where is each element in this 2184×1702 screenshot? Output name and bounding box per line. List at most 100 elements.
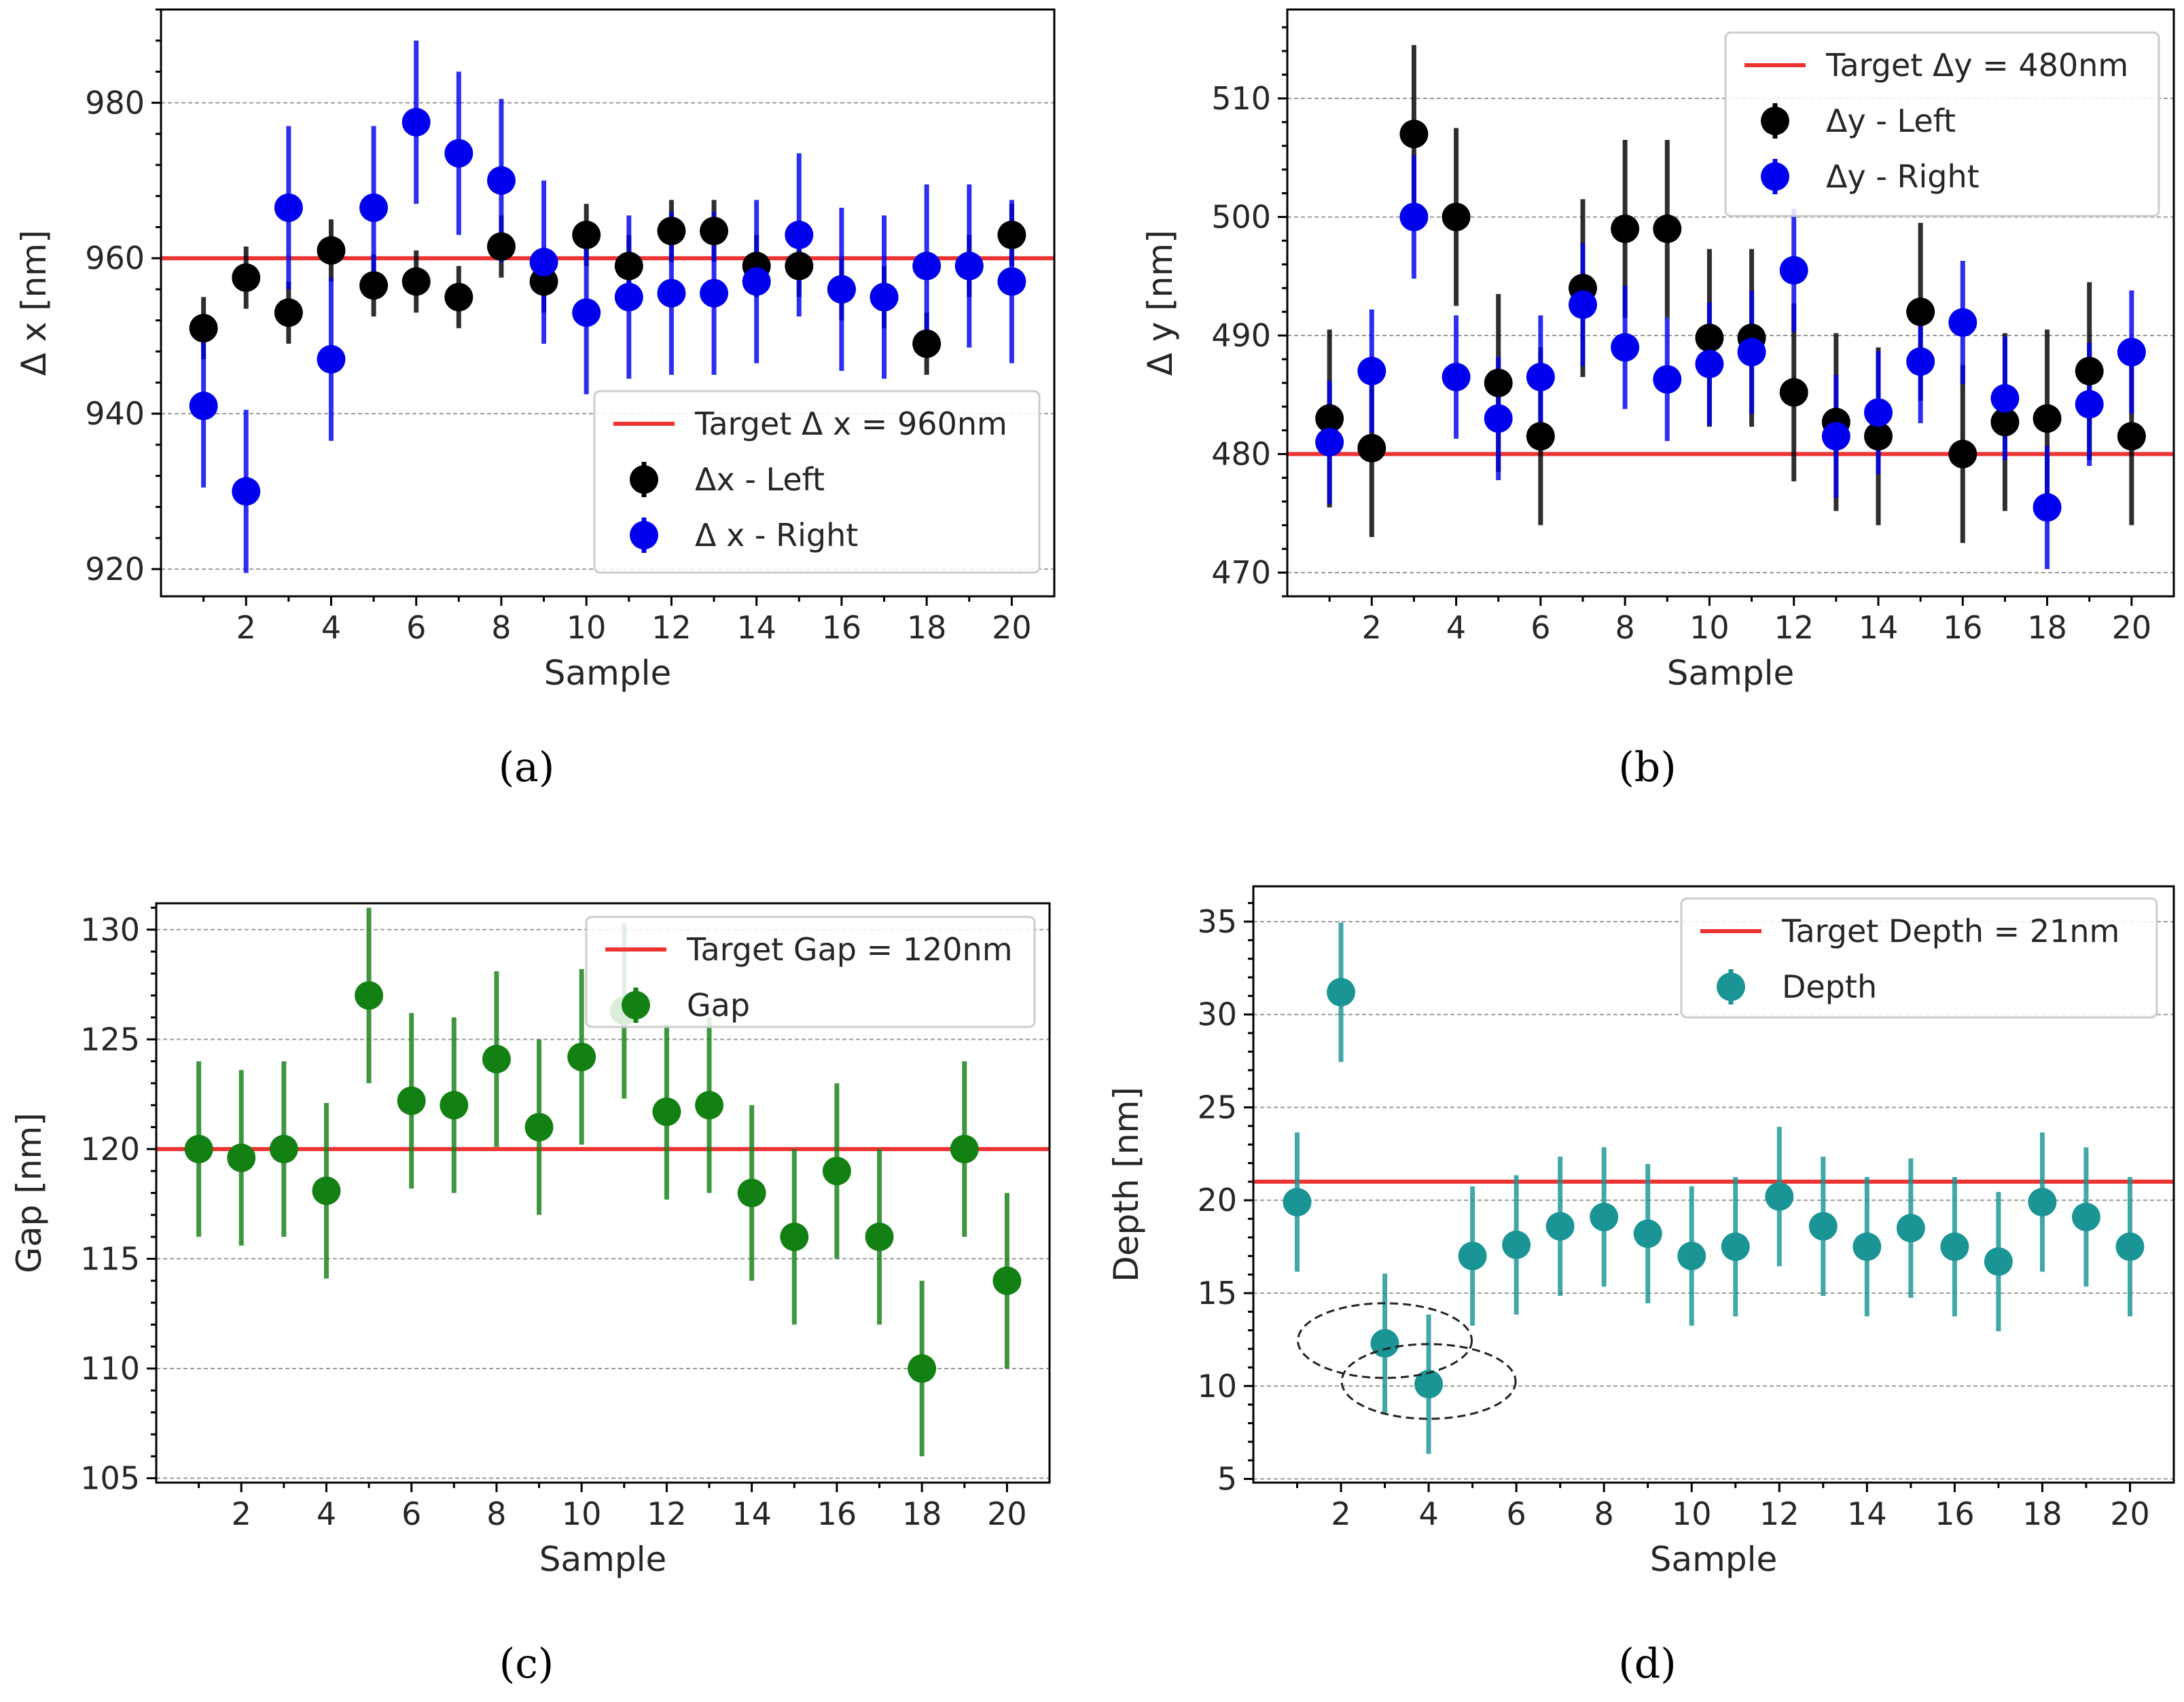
- data-point: [274, 193, 303, 222]
- data-point: [2075, 357, 2104, 386]
- data-point: [1695, 323, 1724, 352]
- data-point: [1590, 1202, 1619, 1231]
- data-point: [1864, 398, 1893, 427]
- x-tick-label: 16: [1935, 1496, 1975, 1532]
- x-tick-label: 4: [321, 609, 341, 646]
- legend-target-label: Target Δy = 480nm: [1825, 47, 2128, 84]
- y-tick-label: 25: [1197, 1089, 1237, 1125]
- x-tick-label: 16: [817, 1496, 857, 1532]
- data-point: [2033, 493, 2062, 522]
- y-tick-label: 35: [1197, 903, 1237, 940]
- data-point: [401, 107, 431, 137]
- legend-target-label: Target Depth = 21nm: [1781, 913, 2119, 949]
- x-tick-label: 20: [987, 1496, 1027, 1532]
- data-point: [1545, 1212, 1575, 1241]
- data-point: [1695, 349, 1724, 378]
- data-point: [1484, 368, 1513, 397]
- data-point: [992, 1266, 1022, 1295]
- data-point: [482, 1045, 511, 1074]
- x-tick-label: 10: [562, 1496, 602, 1532]
- data-point: [1737, 338, 1766, 367]
- data-point: [908, 1354, 937, 1383]
- x-tick-label: 18: [2022, 1496, 2062, 1532]
- data-point: [401, 267, 431, 296]
- y-tick-label: 115: [80, 1240, 140, 1277]
- data-point: [567, 1043, 596, 1072]
- data-point: [1357, 433, 1386, 463]
- x-tick-label: 6: [406, 609, 426, 646]
- data-point: [1896, 1214, 1925, 1243]
- data-point: [189, 391, 218, 420]
- data-point: [1808, 1212, 1838, 1241]
- data-point: [1315, 404, 1344, 433]
- y-axis-label: Gap [nm]: [10, 1112, 49, 1273]
- y-tick-label: 120: [80, 1131, 140, 1167]
- data-point: [827, 274, 856, 304]
- data-point: [2117, 338, 2146, 367]
- data-point: [1821, 422, 1850, 451]
- data-point: [2115, 1232, 2145, 1261]
- data-point: [1765, 1182, 1794, 1211]
- x-tick-label: 16: [822, 609, 862, 646]
- data-point: [614, 283, 643, 312]
- legend-series-label: Δy - Right: [1826, 158, 1980, 195]
- legend-series-marker: [1761, 162, 1789, 191]
- data-point: [1502, 1230, 1531, 1259]
- x-tick-label: 8: [486, 1496, 506, 1532]
- x-axis-label: Sample: [539, 1540, 666, 1579]
- x-tick-label: 18: [907, 609, 947, 646]
- y-tick-label: 130: [80, 911, 140, 948]
- data-point: [912, 251, 942, 280]
- y-tick-label: 125: [80, 1021, 140, 1057]
- data-point: [1315, 428, 1344, 457]
- data-point: [1283, 1187, 1312, 1216]
- data-point: [1906, 297, 1935, 327]
- data-point: [1990, 384, 2020, 413]
- y-tick-label: 920: [85, 551, 145, 587]
- data-point: [954, 251, 984, 280]
- x-tick-label: 14: [1859, 609, 1899, 646]
- x-tick-label: 20: [2110, 1496, 2150, 1532]
- x-tick-label: 20: [2112, 609, 2152, 646]
- x-tick-label: 4: [1418, 1496, 1438, 1532]
- data-point: [865, 1223, 894, 1252]
- x-tick-label: 8: [1594, 1496, 1614, 1532]
- x-tick-label: 2: [1331, 1496, 1350, 1532]
- caption-b: (b): [1618, 744, 1676, 791]
- data-point: [444, 283, 473, 312]
- legend-series-marker: [1717, 973, 1745, 1001]
- y-tick-label: 510: [1211, 80, 1271, 117]
- y-tick-label: 470: [1211, 554, 1271, 591]
- data-point: [572, 298, 601, 327]
- legend-series-marker: [622, 991, 650, 1019]
- x-axis-label: Sample: [1667, 653, 1794, 693]
- legend-box: [1724, 31, 2160, 217]
- data-point: [529, 247, 558, 276]
- data-point: [1414, 1370, 1444, 1399]
- x-tick-label: 2: [1362, 609, 1382, 646]
- data-point: [1864, 422, 1893, 451]
- axes-frame: [160, 8, 1056, 598]
- x-tick-label: 12: [651, 609, 692, 646]
- data-point: [652, 1097, 681, 1126]
- data-point: [572, 220, 601, 249]
- data-point: [614, 251, 643, 280]
- data-point: [359, 193, 389, 222]
- data-point: [355, 981, 384, 1010]
- data-point: [1677, 1242, 1706, 1271]
- legend-box: [585, 916, 1036, 1028]
- data-point: [742, 267, 771, 296]
- data-point: [657, 217, 686, 246]
- data-point: [2117, 422, 2146, 451]
- data-point: [2075, 390, 2104, 419]
- data-point: [785, 220, 814, 249]
- legend-box: [593, 390, 1041, 574]
- data-point: [486, 232, 516, 261]
- y-tick-label: 30: [1197, 996, 1237, 1033]
- y-tick-label: 110: [80, 1350, 140, 1387]
- legend-series-label: Δ x - Right: [695, 517, 858, 554]
- data-point: [444, 139, 473, 168]
- axes-frame: [1252, 885, 2175, 1484]
- x-tick-label: 4: [1446, 609, 1466, 646]
- legend-box: [1680, 897, 2158, 1019]
